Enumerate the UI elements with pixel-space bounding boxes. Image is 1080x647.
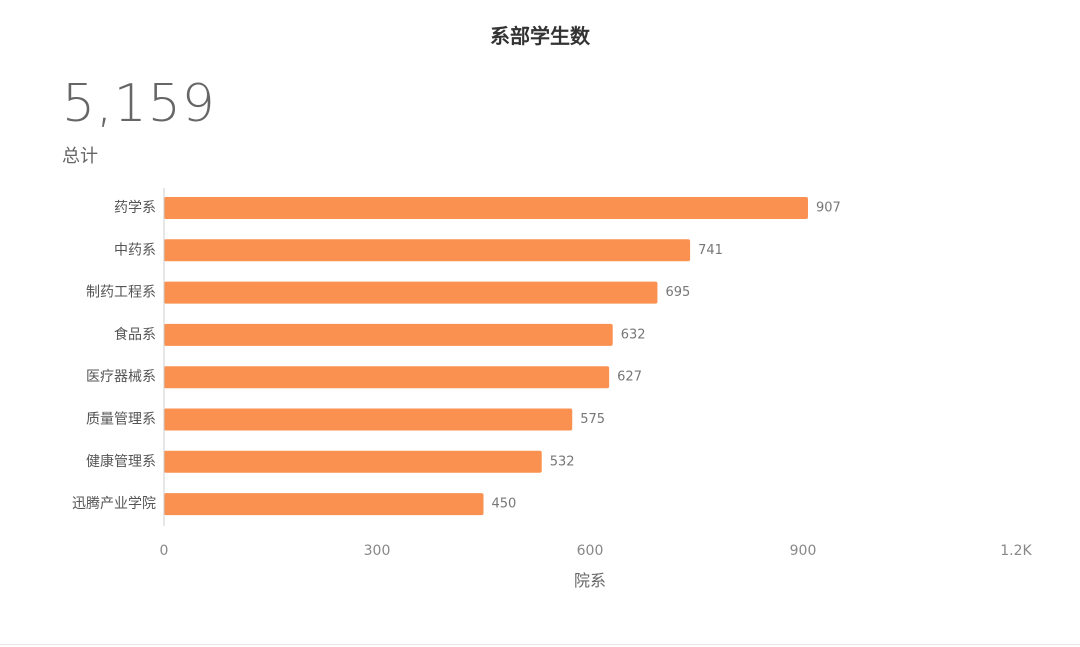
value-label: 575 (580, 412, 605, 427)
x-tick-label: 900 (790, 543, 817, 559)
x-axis-title: 院系 (574, 571, 606, 590)
category-label: 质量管理系 (86, 412, 156, 428)
category-label: 健康管理系 (86, 453, 156, 470)
value-label: 695 (665, 285, 690, 300)
kpi-total-value: 5,159 (62, 74, 216, 134)
category-label: 医疗器械系 (86, 369, 156, 385)
category-label: 制药工程系 (86, 285, 156, 301)
x-tick-label: 1.2K (1000, 543, 1032, 559)
value-label: 627 (617, 370, 642, 385)
category-label: 中药系 (114, 242, 156, 258)
x-tick-label: 300 (364, 543, 391, 559)
value-label: 907 (816, 201, 841, 216)
x-tick-label: 600 (577, 543, 604, 559)
bottom-divider (0, 644, 1080, 645)
bar-4 (164, 366, 610, 389)
value-label: 741 (698, 243, 723, 258)
bars-layer: 药学系 907 中药系 741 制药工程系 695 食品系 632 医疗器械系 627 质量管理系 5… (72, 197, 841, 516)
bar-1 (164, 239, 691, 262)
value-label: 632 (621, 327, 646, 342)
bar-6 (164, 450, 542, 473)
category-label: 迅腾产业学院 (72, 495, 156, 512)
category-label: 食品系 (114, 326, 156, 343)
chart-title: 系部学生数 (490, 24, 590, 48)
value-label: 532 (550, 454, 575, 469)
bar-0 (164, 197, 808, 219)
bar-5 (164, 408, 573, 431)
bar-3 (164, 323, 613, 346)
kpi-total-label: 总计 (62, 146, 98, 167)
bar-7 (164, 493, 484, 516)
category-label: 药学系 (114, 200, 156, 216)
x-tick-label: 0 (160, 543, 169, 559)
bar-2 (164, 281, 658, 304)
value-label: 450 (492, 497, 517, 512)
x-axis-ticks: 0 300 600 900 1.2K (160, 543, 1033, 559)
